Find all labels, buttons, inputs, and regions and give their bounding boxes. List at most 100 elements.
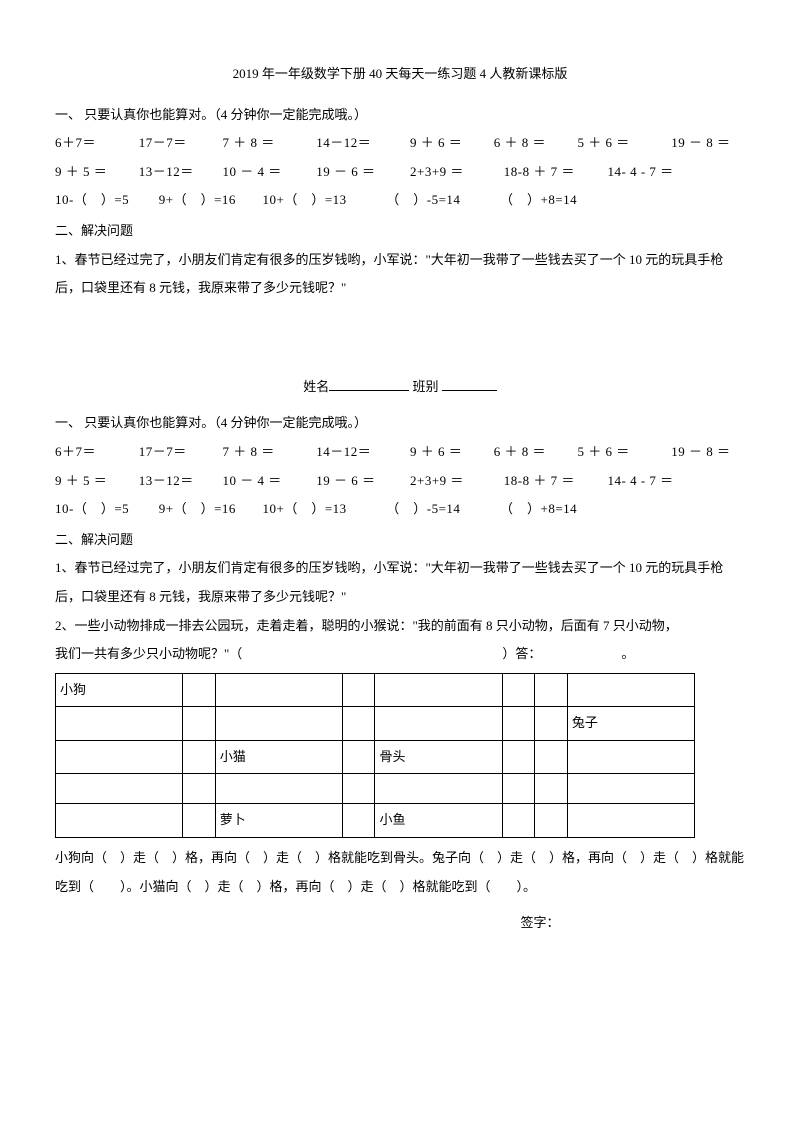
eq: 14- 4 - 7 ＝ xyxy=(608,467,674,496)
eq: （ ）-5=14 xyxy=(386,495,496,524)
eq: （ ）+8=14 xyxy=(500,495,577,524)
grid-cell xyxy=(342,673,375,707)
grid-cell xyxy=(183,774,216,804)
table-row: 小狗 xyxy=(56,673,695,707)
eq: 14－12＝ xyxy=(316,129,406,158)
name-class-line: 姓名 班别 xyxy=(55,373,745,402)
grid-cell xyxy=(342,707,375,741)
grid-cell xyxy=(215,707,342,741)
section2-q1: 1、春节已经过完了，小朋友们肯定有很多的压岁钱哟，小军说："大年初一我带了一些钱… xyxy=(55,246,745,303)
worksheet-title: 2019 年一年级数学下册 40 天每天一练习题 4 人教新课标版 xyxy=(55,60,745,89)
eq: 19 － 6 ＝ xyxy=(316,467,406,496)
grid-cell xyxy=(215,774,342,804)
grid-cell xyxy=(56,707,183,741)
grid-cell xyxy=(342,804,375,838)
grid-cell xyxy=(502,673,535,707)
eq: 9+（ ）=16 xyxy=(159,186,259,215)
grid-cell: 骨头 xyxy=(375,740,502,774)
eq: 17－7＝ xyxy=(139,129,219,158)
grid-cell xyxy=(183,673,216,707)
grid-cell: 小猫 xyxy=(215,740,342,774)
grid-cell xyxy=(502,804,535,838)
equation-row-3: 10-（ ）=5 9+（ ）=16 10+（ ）=13 （ ）-5=14 （ ）… xyxy=(55,186,745,215)
equation-row-3b: 10-（ ）=5 9+（ ）=16 10+（ ）=13 （ ）-5=14 （ ）… xyxy=(55,495,745,524)
eq: 13－12＝ xyxy=(139,467,219,496)
grid-cell xyxy=(56,774,183,804)
eq: 10 － 4 ＝ xyxy=(223,158,313,187)
table-row xyxy=(56,774,695,804)
eq: 2+3+9 ＝ xyxy=(410,467,500,496)
eq: 19 － 6 ＝ xyxy=(316,158,406,187)
grid-cell xyxy=(567,774,694,804)
q2-text-c: ）答： xyxy=(502,646,541,661)
eq: 6 ＋ 8 ＝ xyxy=(494,129,574,158)
eq: 6 ＋ 8 ＝ xyxy=(494,438,574,467)
equation-row-2b: 9 ＋ 5 ＝ 13－12＝ 10 － 4 ＝ 19 － 6 ＝ 2+3+9 ＝… xyxy=(55,467,745,496)
eq: 5 ＋ 6 ＝ xyxy=(578,129,668,158)
grid-cell xyxy=(535,804,568,838)
name-label: 姓名 xyxy=(303,379,329,394)
q2-text-b: 我们一共有多少只小动物呢？"（ xyxy=(55,646,242,661)
grid-cell xyxy=(56,804,183,838)
eq: 2+3+9 ＝ xyxy=(410,158,500,187)
signature-label: 签字： xyxy=(55,909,745,938)
grid-cell xyxy=(342,740,375,774)
section3-heading: 一、 只要认真你也能算对。（4 分钟你一定能完成哦。） xyxy=(55,409,745,438)
eq: 14- 4 - 7 ＝ xyxy=(608,158,674,187)
eq: 10-（ ）=5 xyxy=(55,186,155,215)
eq: 6＋7＝ xyxy=(55,129,135,158)
eq: 17－7＝ xyxy=(139,438,219,467)
grid-cell: 小狗 xyxy=(56,673,183,707)
grid-cell xyxy=(215,673,342,707)
section1-heading: 一、 只要认真你也能算对。（4 分钟你一定能完成哦。） xyxy=(55,101,745,130)
eq: 5 ＋ 6 ＝ xyxy=(578,438,668,467)
grid-cell xyxy=(56,740,183,774)
grid-cell xyxy=(375,673,502,707)
eq: 9 ＋ 6 ＝ xyxy=(410,129,490,158)
grid-cell: 兔子 xyxy=(567,707,694,741)
table-row: 小猫骨头 xyxy=(56,740,695,774)
grid-cell xyxy=(183,804,216,838)
grid-cell xyxy=(375,707,502,741)
equation-row-1b: 6＋7＝ 17－7＝ 7 ＋ 8 ＝ 14－12＝ 9 ＋ 6 ＝ 6 ＋ 8 … xyxy=(55,438,745,467)
eq: 9+（ ）=16 xyxy=(159,495,259,524)
grid-cell xyxy=(183,740,216,774)
table-row: 兔子 xyxy=(56,707,695,741)
q2-text-d: 。 xyxy=(621,646,634,661)
eq: 10+（ ）=13 xyxy=(263,495,383,524)
eq: 10-（ ）=5 xyxy=(55,495,155,524)
section4-q1: 1、春节已经过完了，小朋友们肯定有很多的压岁钱哟，小军说："大年初一我带了一些钱… xyxy=(55,554,745,611)
grid-cell xyxy=(375,774,502,804)
animal-grid: 小狗 兔子 小猫骨头 萝卜小鱼 xyxy=(55,673,695,838)
class-blank[interactable] xyxy=(442,378,497,391)
equation-row-2: 9 ＋ 5 ＝ 13－12＝ 10 － 4 ＝ 19 － 6 ＝ 2+3+9 ＝… xyxy=(55,158,745,187)
section4-q2-line2: 我们一共有多少只小动物呢？"（ ）答： 。 xyxy=(55,640,745,669)
grid-cell xyxy=(183,707,216,741)
grid-cell xyxy=(567,740,694,774)
grid-cell xyxy=(535,707,568,741)
class-label: 班别 xyxy=(413,379,439,394)
name-blank[interactable] xyxy=(329,378,409,391)
eq: （ ）-5=14 xyxy=(386,186,496,215)
after-grid-text: 小狗向（ ）走（ ）格，再向（ ）走（ ）格就能吃到骨头。兔子向（ ）走（ ）格… xyxy=(55,844,745,901)
eq: 13－12＝ xyxy=(139,158,219,187)
eq: （ ）+8=14 xyxy=(500,186,577,215)
grid-cell xyxy=(535,673,568,707)
eq: 19 － 8 ＝ xyxy=(671,438,730,467)
eq: 9 ＋ 5 ＝ xyxy=(55,467,135,496)
section4-heading: 二、解决问题 xyxy=(55,526,745,555)
grid-cell xyxy=(342,774,375,804)
equation-row-1: 6＋7＝ 17－7＝ 7 ＋ 8 ＝ 14－12＝ 9 ＋ 6 ＝ 6 ＋ 8 … xyxy=(55,129,745,158)
eq: 7 ＋ 8 ＝ xyxy=(223,129,313,158)
eq: 6＋7＝ xyxy=(55,438,135,467)
eq: 18-8 ＋ 7 ＝ xyxy=(504,467,604,496)
grid-cell: 小鱼 xyxy=(375,804,502,838)
grid-cell xyxy=(535,740,568,774)
grid-cell xyxy=(567,673,694,707)
eq: 19 － 8 ＝ xyxy=(671,129,730,158)
section2-heading: 二、解决问题 xyxy=(55,217,745,246)
table-row: 萝卜小鱼 xyxy=(56,804,695,838)
eq: 9 ＋ 5 ＝ xyxy=(55,158,135,187)
eq: 7 ＋ 8 ＝ xyxy=(223,438,313,467)
grid-cell: 萝卜 xyxy=(215,804,342,838)
